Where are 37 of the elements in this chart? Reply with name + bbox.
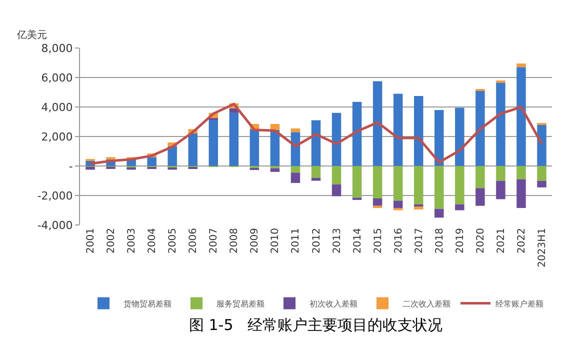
- x-tick-label: 2003: [126, 228, 138, 254]
- x-tick-label: 2006: [188, 228, 200, 254]
- x-tick-label: 2005: [168, 228, 179, 254]
- text: 图 1-5 经常账户主要项目的收支状况: [189, 316, 443, 334]
- legend-label: 二次收入差额: [402, 299, 450, 308]
- y-tick-label: -: [68, 160, 73, 173]
- x-tick-label: 2013: [332, 228, 343, 254]
- x-tick-label: 2016: [393, 228, 404, 254]
- x-tick-label: 2014: [352, 228, 364, 254]
- x-tick-label: 2022: [516, 228, 528, 254]
- x-tick-label: 2004: [147, 228, 158, 254]
- y-tick-label: 4,000: [41, 100, 73, 114]
- legend-label: 货物贸易差额: [124, 299, 172, 308]
- x-tick-label: 2011: [290, 228, 302, 254]
- x-tick-label: 2009: [250, 228, 261, 254]
- y-tick-label: -2,000: [37, 189, 73, 202]
- legend-label: 服务贸易差额: [216, 299, 264, 308]
- x-tick-label: 2008: [229, 228, 240, 254]
- x-tick-label: 2001: [86, 228, 97, 254]
- x-tick-label: 2023H1: [536, 228, 548, 268]
- x-tick-label: 2017: [414, 228, 425, 254]
- y-tick-label: 6,000: [41, 71, 73, 84]
- x-tick-label: 2010: [270, 228, 282, 254]
- legend-label: 初次收入差额: [310, 299, 358, 308]
- y-axis-title: 亿美元: [16, 29, 47, 41]
- x-tick-label: 2012: [311, 228, 322, 254]
- x-tick-label: 2021: [496, 228, 507, 254]
- y-tick-label: 2,000: [41, 130, 73, 144]
- x-tick-label: 2020: [475, 228, 486, 254]
- x-tick-label: 2002: [106, 228, 118, 254]
- legend-label: 经常账户差额: [496, 299, 544, 308]
- y-tick-label: -4,000: [37, 218, 73, 232]
- y-tick-label: 8,000: [41, 42, 73, 55]
- x-tick-label: 2007: [208, 228, 220, 254]
- x-tick-label: 2018: [434, 228, 446, 254]
- x-tick-label: 2015: [372, 228, 384, 254]
- x-tick-label: 2019: [454, 228, 466, 254]
